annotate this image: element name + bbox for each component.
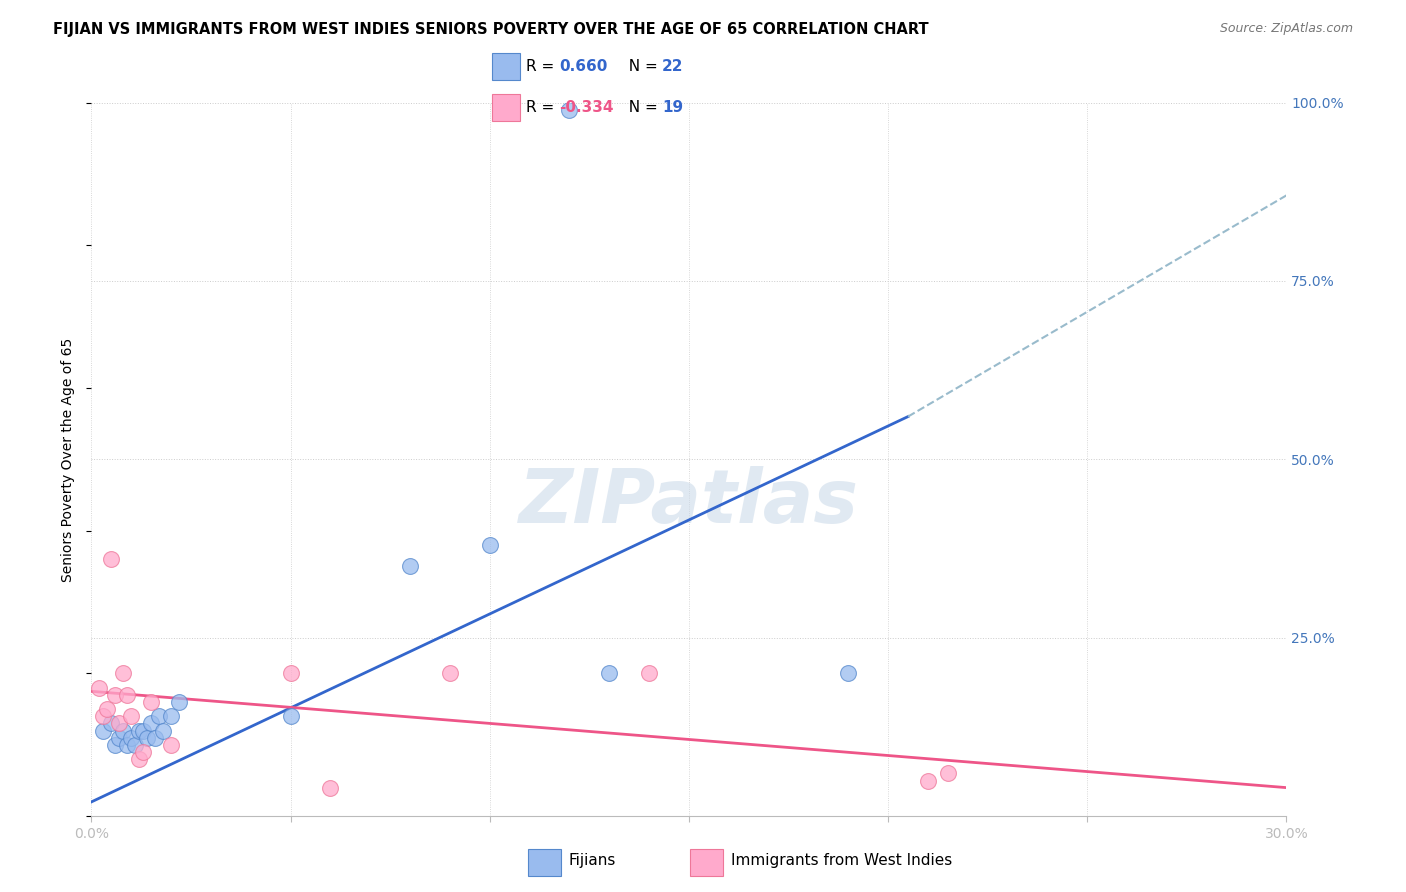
Point — [936, 766, 959, 780]
Text: N =: N = — [619, 100, 662, 115]
Point — [319, 780, 342, 795]
Point — [128, 723, 150, 738]
Point — [558, 103, 581, 117]
Bar — [529, 849, 561, 876]
Point — [96, 702, 118, 716]
Point — [160, 738, 183, 752]
Point — [280, 709, 302, 723]
Point — [160, 709, 183, 723]
Point — [89, 681, 111, 695]
Text: R =: R = — [526, 100, 558, 115]
Text: R =: R = — [526, 59, 558, 74]
Point — [108, 716, 131, 731]
Point — [100, 716, 122, 731]
Point — [115, 688, 138, 702]
Point — [124, 738, 146, 752]
Point — [837, 666, 859, 681]
Point — [148, 709, 170, 723]
Text: Source: ZipAtlas.com: Source: ZipAtlas.com — [1219, 22, 1353, 36]
Point — [120, 709, 142, 723]
Text: ZIPatlas: ZIPatlas — [519, 466, 859, 539]
Point — [136, 731, 159, 745]
Point — [128, 752, 150, 766]
Point — [280, 666, 302, 681]
Point — [141, 716, 162, 731]
Point — [399, 559, 422, 574]
Point — [108, 731, 131, 745]
Text: 19: 19 — [662, 100, 683, 115]
Point — [478, 538, 501, 552]
Point — [917, 773, 939, 788]
Point — [120, 731, 142, 745]
Point — [132, 723, 155, 738]
Point — [598, 666, 620, 681]
Bar — [690, 849, 723, 876]
Point — [112, 723, 135, 738]
Bar — [492, 94, 520, 120]
Point — [132, 745, 155, 759]
Text: Immigrants from West Indies: Immigrants from West Indies — [731, 853, 952, 868]
Y-axis label: Seniors Poverty Over the Age of 65: Seniors Poverty Over the Age of 65 — [62, 337, 76, 582]
Text: -0.334: -0.334 — [560, 100, 613, 115]
Point — [439, 666, 461, 681]
Point — [93, 709, 115, 723]
Point — [143, 731, 166, 745]
Point — [104, 738, 127, 752]
Text: Fijians: Fijians — [568, 853, 616, 868]
Text: N =: N = — [619, 59, 662, 74]
Point — [93, 723, 115, 738]
Point — [112, 666, 135, 681]
Point — [100, 552, 122, 566]
Point — [167, 695, 190, 709]
Bar — [492, 54, 520, 80]
Text: FIJIAN VS IMMIGRANTS FROM WEST INDIES SENIORS POVERTY OVER THE AGE OF 65 CORRELA: FIJIAN VS IMMIGRANTS FROM WEST INDIES SE… — [53, 22, 929, 37]
Point — [104, 688, 127, 702]
Text: 22: 22 — [662, 59, 683, 74]
Point — [115, 738, 138, 752]
Point — [141, 695, 162, 709]
Point — [152, 723, 174, 738]
Point — [638, 666, 661, 681]
Text: 0.660: 0.660 — [560, 59, 607, 74]
